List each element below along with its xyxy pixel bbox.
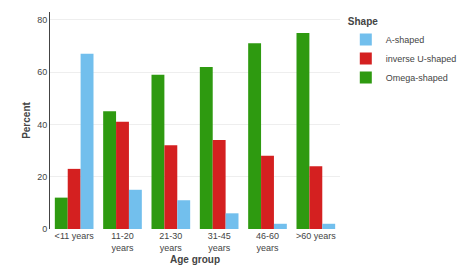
svg-text:>60 years: >60 years	[296, 231, 336, 241]
svg-text:<11 years: <11 years	[55, 231, 95, 241]
svg-text:Percent: Percent	[21, 101, 32, 138]
svg-text:11-20years: 11-20years	[111, 231, 134, 253]
svg-text:0: 0	[42, 224, 47, 234]
svg-text:Shape: Shape	[348, 16, 378, 27]
svg-text:40: 40	[37, 120, 47, 130]
svg-text:Omega-shaped: Omega-shaped	[386, 73, 448, 83]
svg-text:20: 20	[37, 172, 47, 182]
svg-text:31-45years: 31-45years	[208, 231, 231, 253]
svg-text:46-60years: 46-60years	[256, 231, 279, 253]
svg-text:A-shaped: A-shaped	[386, 35, 425, 45]
svg-text:Age group: Age group	[170, 254, 220, 265]
svg-text:60: 60	[37, 67, 47, 77]
svg-text:inverse U-shaped: inverse U-shaped	[386, 54, 457, 64]
svg-text:80: 80	[37, 15, 47, 25]
svg-text:21-30years: 21-30years	[159, 231, 182, 253]
